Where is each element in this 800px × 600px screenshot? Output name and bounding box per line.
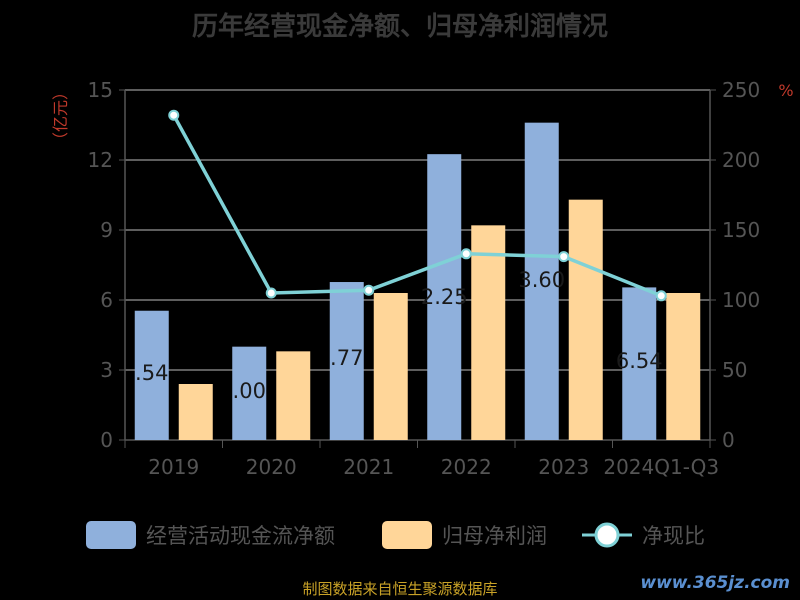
right-tick-label: 100 xyxy=(722,288,760,312)
right-tick-label: 50 xyxy=(722,358,747,382)
ratio-point xyxy=(265,287,277,299)
cash-data-label: 6.54 xyxy=(616,349,663,373)
left-tick-label: 12 xyxy=(88,148,113,172)
left-tick-label: 9 xyxy=(100,218,113,242)
x-tick-label: 2022 xyxy=(441,455,492,479)
legend-label-profit: 归母净利润 xyxy=(442,524,547,548)
watermark: www.365jz.com xyxy=(640,573,790,593)
x-tick-label: 2020 xyxy=(246,455,297,479)
ratio-point xyxy=(363,284,375,296)
bar-cash-flow xyxy=(427,154,462,440)
ratio-line xyxy=(172,114,662,298)
ratio-point xyxy=(460,248,472,260)
bar-cash-flow xyxy=(232,346,267,440)
legend-marker-ratio xyxy=(594,522,620,548)
left-axis-unit: （亿元） xyxy=(51,84,70,148)
bar-cash-flow xyxy=(134,310,169,440)
right-axis-unit: % xyxy=(778,81,793,100)
cash-data-label: .54 xyxy=(135,361,168,385)
bar-net-profit xyxy=(568,199,603,440)
x-tick-label: 2019 xyxy=(148,455,199,479)
left-tick-label: 0 xyxy=(100,428,113,452)
bar-net-profit xyxy=(373,293,408,440)
right-tick-label: 250 xyxy=(722,78,760,102)
chart-title: 历年经营现金净额、归母净利润情况 xyxy=(191,12,608,42)
x-tick-label: 2024Q1-Q3 xyxy=(603,455,719,479)
legend-label-cash: 经营活动现金流净额 xyxy=(146,524,335,548)
bar-cash-flow xyxy=(524,122,559,441)
x-tick-label: 2021 xyxy=(343,455,394,479)
cash-data-label: 2.25 xyxy=(421,285,468,309)
bar-net-profit xyxy=(276,351,311,440)
bar-net-profit xyxy=(666,293,701,440)
ratio-point xyxy=(558,251,570,263)
bar-cash-flow xyxy=(329,282,364,440)
left-tick-label: 3 xyxy=(100,358,113,382)
x-tick-label: 2023 xyxy=(538,455,589,479)
source-footer: 制图数据来自恒生聚源数据库 xyxy=(302,580,498,598)
cash-data-label: 3.60 xyxy=(518,268,565,292)
right-tick-label: 200 xyxy=(722,148,760,172)
bar-net-profit xyxy=(178,384,213,440)
ratio-point xyxy=(168,109,180,121)
bar-cash-flow xyxy=(622,287,657,440)
left-tick-label: 6 xyxy=(100,288,113,312)
right-tick-label: 150 xyxy=(722,218,760,242)
legend-swatch-profit xyxy=(382,521,432,549)
right-tick-label: 0 xyxy=(722,428,735,452)
ratio-point xyxy=(655,290,667,302)
cash-data-label: .00 xyxy=(233,379,266,403)
legend-swatch-cash xyxy=(86,521,136,549)
legend-label-ratio: 净现比 xyxy=(642,524,705,548)
left-tick-label: 15 xyxy=(88,78,113,102)
bar-net-profit xyxy=(471,225,506,440)
cash-data-label: .77 xyxy=(330,346,363,370)
